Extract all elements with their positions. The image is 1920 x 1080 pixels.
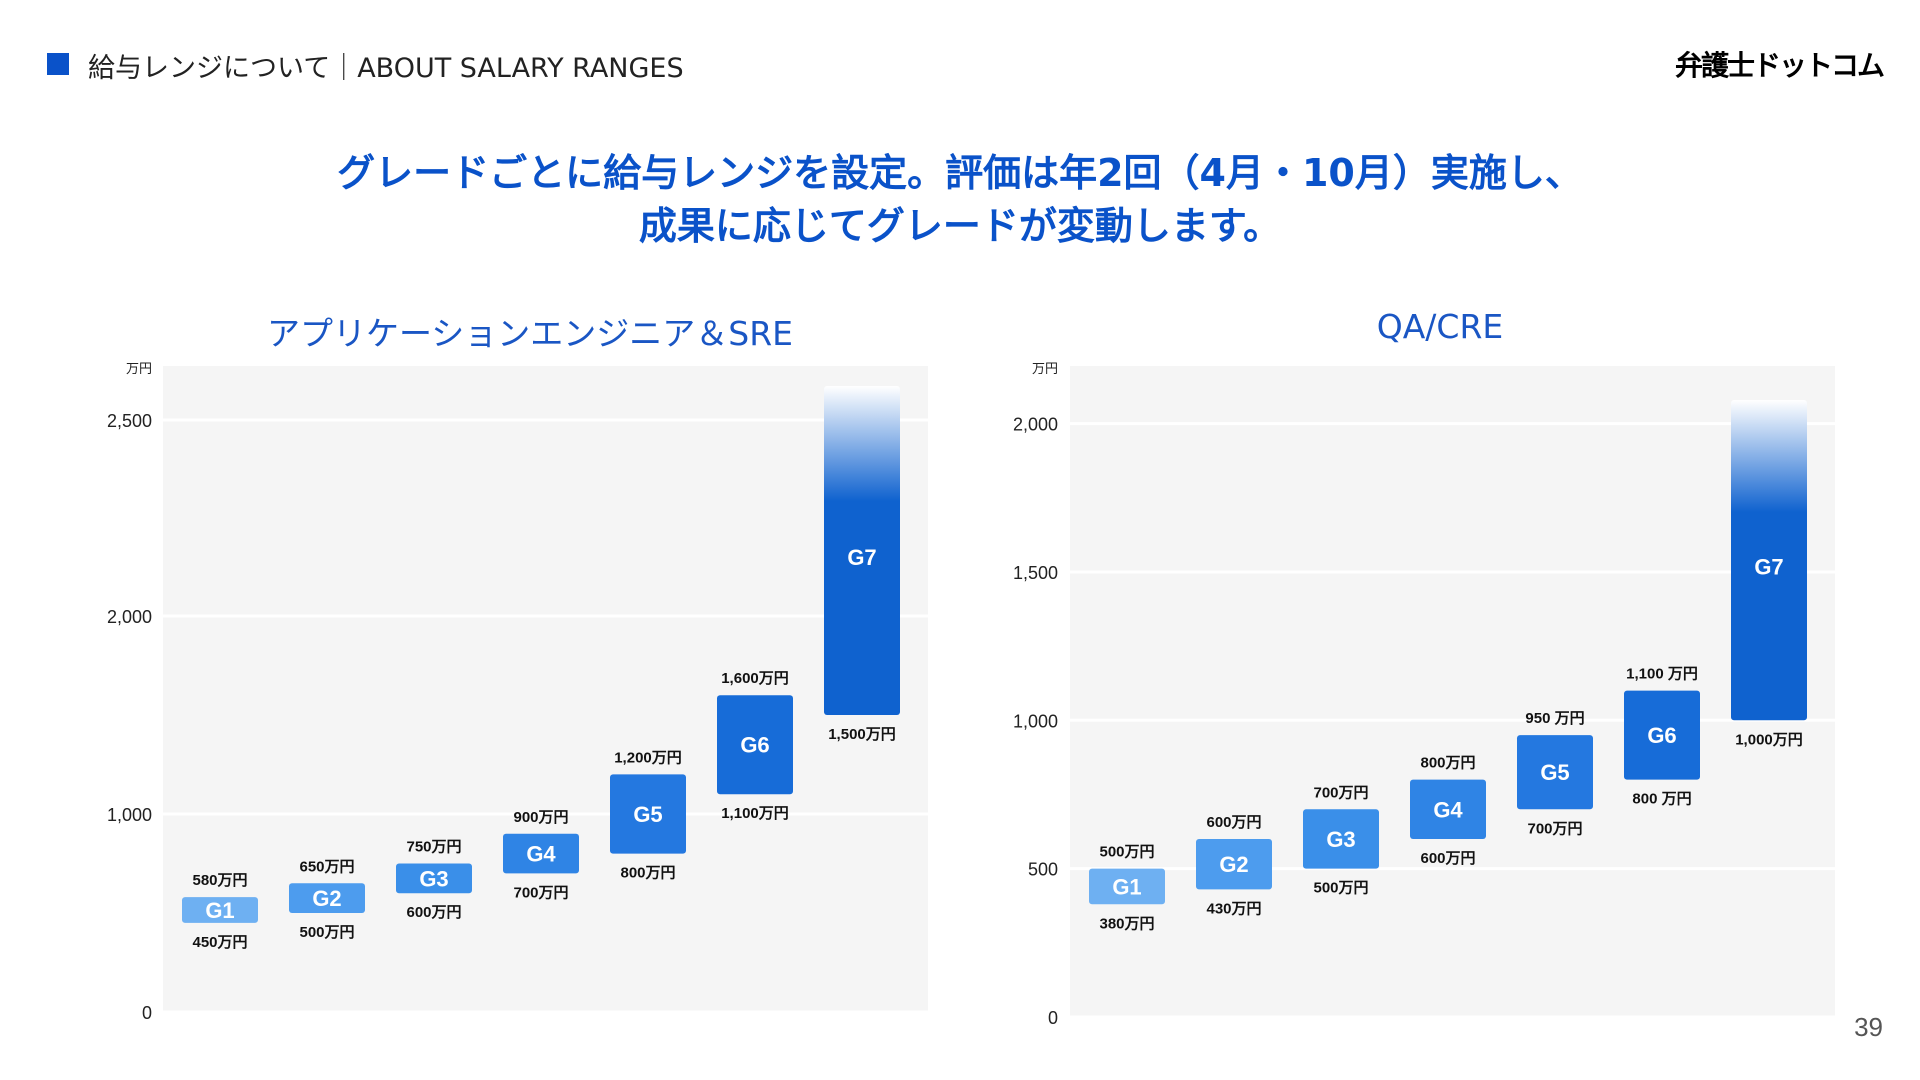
grade-label-engineer: G3	[419, 866, 448, 891]
page-number: 39	[1854, 1012, 1883, 1042]
max-label-qa-cre: 950 万円	[1525, 710, 1584, 727]
range-bar-engineer-g4	[503, 833, 579, 874]
y-tick-label-engineer: 1,000	[107, 805, 152, 825]
range-bar-engineer-g1	[182, 897, 258, 923]
range-bar-qa-cre-g1	[1089, 868, 1165, 905]
range-bar-qa-cre-g2	[1196, 838, 1272, 890]
min-label-qa-cre: 600万円	[1420, 850, 1475, 867]
y-tick-label-qa-cre: 2,000	[1013, 415, 1058, 435]
max-label-engineer: 650万円	[299, 858, 354, 875]
grade-label-engineer: G7	[847, 545, 876, 570]
min-label-engineer: 1,100万円	[721, 805, 789, 822]
company-logo: 弁護士ドットコム	[1674, 49, 1885, 82]
unit-label-qa-cre: 万円	[1032, 361, 1058, 376]
max-label-qa-cre: 600万円	[1206, 814, 1261, 831]
plot-area-engineer	[163, 366, 928, 1012]
grade-label-engineer: G4	[526, 842, 556, 867]
range-bar-qa-cre-g3	[1303, 809, 1379, 869]
range-bar-engineer-g5	[610, 774, 686, 854]
y-tick-label-engineer: 2,000	[107, 607, 152, 627]
min-label-engineer: 450万円	[192, 934, 247, 951]
min-label-qa-cre: 1,000万円	[1735, 731, 1803, 748]
min-label-qa-cre: 800 万円	[1632, 791, 1691, 808]
max-label-engineer: 1,200万円	[614, 749, 682, 766]
y-tick-label-engineer: 2,500	[107, 411, 152, 431]
max-label-engineer: 580万円	[192, 872, 247, 889]
grade-label-engineer: G6	[740, 733, 769, 758]
grade-label-engineer: G1	[205, 898, 234, 923]
headline-line-1: グレードごとに給与レンジを設定。評価は年2回（4月・10月）実施し、	[337, 151, 1583, 195]
max-label-qa-cre: 1,100 万円	[1626, 666, 1698, 683]
grade-label-qa-cre: G4	[1433, 797, 1463, 822]
max-label-qa-cre: 700万円	[1313, 784, 1368, 801]
range-bar-engineer-g7	[824, 386, 900, 715]
grade-label-qa-cre: G5	[1540, 760, 1569, 785]
max-label-engineer: 750万円	[406, 839, 461, 856]
range-bar-qa-cre-g7	[1731, 400, 1807, 721]
chart-title-qa-cre: QA/CRE	[1376, 307, 1504, 346]
min-label-engineer: 700万円	[513, 884, 568, 901]
grade-label-qa-cre: G6	[1647, 723, 1676, 748]
headline-line-2: 成果に応じてグレードが変動します。	[638, 204, 1282, 248]
max-label-engineer: 900万円	[513, 809, 568, 826]
y-tick-label-qa-cre: 500	[1028, 860, 1058, 880]
min-label-qa-cre: 430万円	[1206, 900, 1261, 917]
grade-label-engineer: G5	[633, 802, 662, 827]
section-title: 給与レンジについて｜ABOUT SALARY RANGES	[88, 53, 684, 84]
y-tick-label-qa-cre: 1,500	[1013, 563, 1058, 583]
range-bar-qa-cre-g6	[1624, 690, 1700, 780]
y-tick-label-engineer: 0	[142, 1003, 152, 1023]
y-tick-label-qa-cre: 0	[1048, 1008, 1058, 1028]
max-label-qa-cre: 500万円	[1099, 844, 1154, 861]
chart-title-engineer: アプリケーションエンジニア＆SRE	[266, 314, 794, 353]
min-label-qa-cre: 700万円	[1527, 820, 1582, 837]
min-label-engineer: 600万円	[406, 904, 461, 921]
range-bar-qa-cre-g4	[1410, 779, 1486, 839]
max-label-engineer: 1,600万円	[721, 670, 789, 687]
header-accent-square	[47, 53, 69, 75]
min-label-engineer: 800万円	[620, 865, 675, 882]
min-label-qa-cre: 500万円	[1313, 880, 1368, 897]
grade-label-qa-cre: G1	[1112, 874, 1141, 899]
min-label-qa-cre: 380万円	[1099, 915, 1154, 932]
min-label-engineer: 1,500万円	[828, 726, 896, 743]
max-label-qa-cre: 800万円	[1420, 755, 1475, 772]
plot-area-qa-cre	[1070, 366, 1835, 1017]
range-bar-qa-cre-g5	[1517, 735, 1593, 810]
grade-label-qa-cre: G2	[1219, 852, 1248, 877]
unit-label-engineer: 万円	[126, 361, 152, 376]
range-bar-engineer-g6	[717, 695, 793, 795]
range-bar-engineer-g3	[396, 863, 472, 894]
min-label-engineer: 500万円	[299, 924, 354, 941]
grade-label-qa-cre: G3	[1326, 827, 1355, 852]
grade-label-qa-cre: G7	[1754, 555, 1783, 580]
range-bar-engineer-g2	[289, 883, 365, 913]
grade-label-engineer: G2	[312, 886, 341, 911]
y-tick-label-qa-cre: 1,000	[1013, 711, 1058, 731]
